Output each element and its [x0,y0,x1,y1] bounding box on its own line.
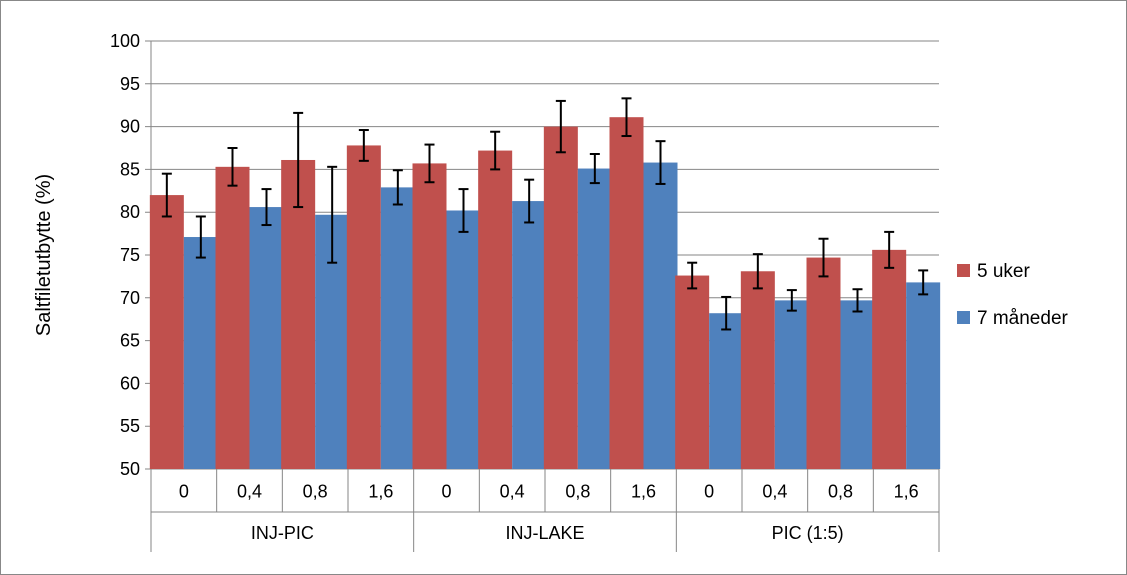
y-tick-label: 90 [120,117,140,137]
bar-series1 [412,163,447,469]
y-tick-label: 65 [120,331,140,351]
bar-series2 [183,237,218,469]
x-tick-label: 0,8 [565,482,590,502]
x-tick-label: 1,6 [368,482,393,502]
y-axis-title: Saltfiletutbytte (%) [33,174,55,336]
x-tick-label: 1,6 [894,482,919,502]
bar-series2 [774,300,809,469]
bar-series1 [346,145,381,469]
bar-series1 [478,150,513,469]
bar-series1 [806,257,841,469]
bar-series2 [840,300,875,469]
bar-series1 [215,166,250,469]
x-tick-label: 0,8 [303,482,328,502]
y-tick-label: 75 [120,245,140,265]
x-tick-label: 0 [704,482,714,502]
legend-label: 7 måneder [977,308,1069,329]
y-tick-label: 95 [120,74,140,94]
legend-label: 5 uker [977,261,1030,282]
bar-series2 [249,207,284,469]
x-tick-label: 0,4 [500,482,525,502]
x-tick-label: 0,4 [237,482,262,502]
bar-series2 [577,168,612,469]
bar-series2 [709,313,744,469]
bar-series1 [281,159,316,469]
bar-series2 [446,210,481,469]
x-tick-label: 0,8 [828,482,853,502]
x-tick-label: 1,6 [631,482,656,502]
y-tick-label: 70 [120,288,140,308]
bar-series2 [643,162,678,469]
y-tick-label: 50 [120,459,140,479]
legend-swatch [957,264,970,277]
y-tick-label: 55 [120,416,140,436]
bar-series1 [675,275,710,469]
y-tick-label: 100 [110,31,140,51]
bar-series1 [149,195,184,469]
group-label: PIC (1:5) [772,523,844,543]
bar-series2 [906,282,941,469]
bar-series1 [740,271,775,469]
legend-swatch [957,311,970,324]
y-tick-label: 80 [120,202,140,222]
bar-series1 [543,126,578,469]
bar-series2 [512,201,547,469]
x-tick-label: 0,4 [762,482,787,502]
y-tick-label: 60 [120,373,140,393]
x-tick-label: 0 [179,482,189,502]
bar-series1 [609,117,644,470]
x-tick-label: 0 [441,482,451,502]
bar-series2 [380,187,415,469]
group-label: INJ-LAKE [505,523,584,543]
y-tick-label: 85 [120,159,140,179]
bar-series1 [872,249,907,469]
group-label: INJ-PIC [251,523,314,543]
